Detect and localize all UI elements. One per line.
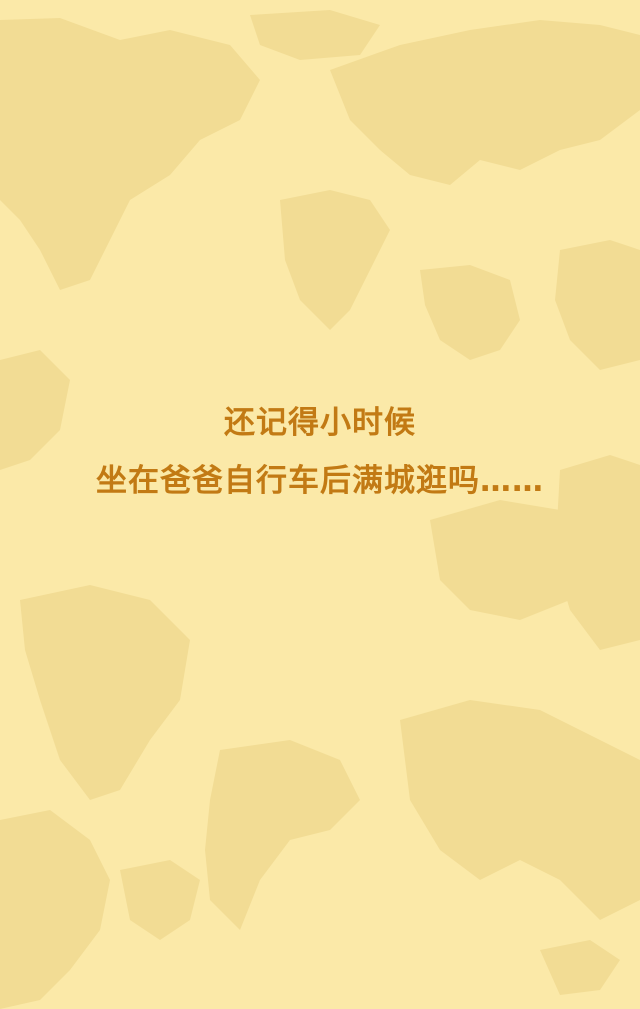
story-line-2: 坐在爸爸自行车后满城逛吗…… xyxy=(96,463,544,499)
story-line-1: 还记得小时候 xyxy=(224,405,416,441)
story-text-block: 还记得小时候 坐在爸爸自行车后满城逛吗…… xyxy=(0,395,640,511)
